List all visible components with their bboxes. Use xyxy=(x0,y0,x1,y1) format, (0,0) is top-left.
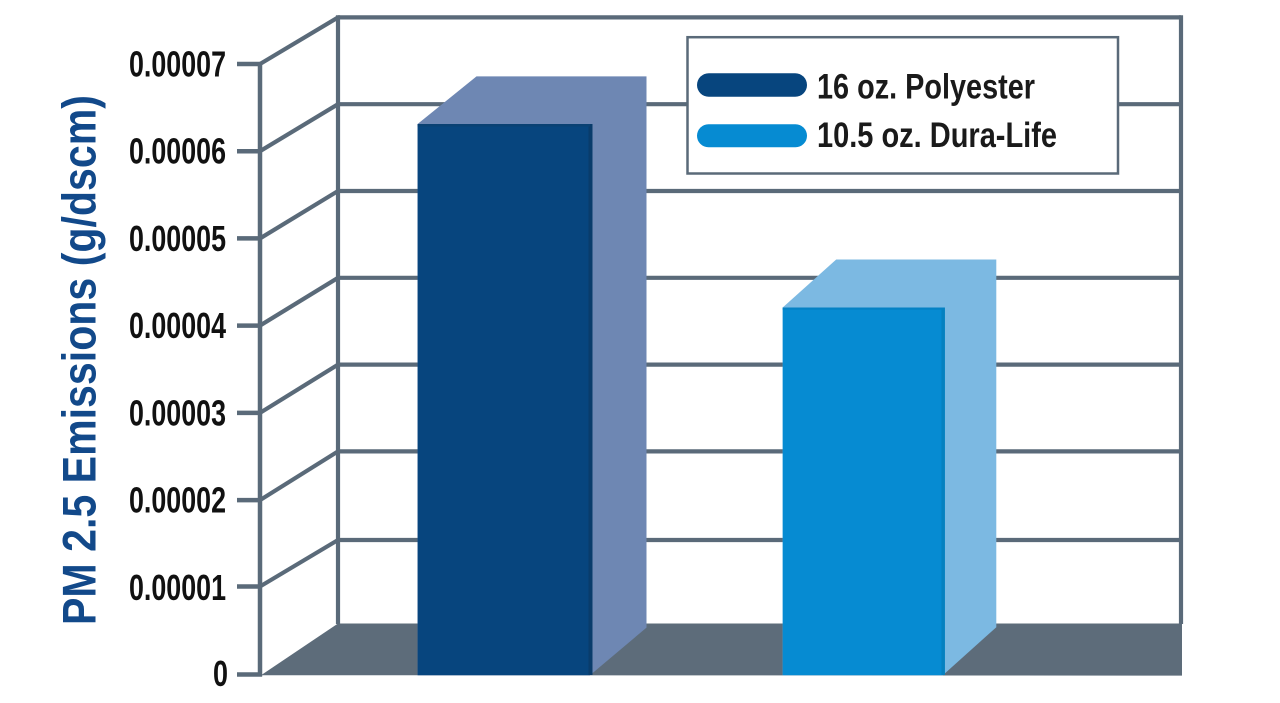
svg-text:0.00007: 0.00007 xyxy=(129,44,226,85)
svg-text:10.5 oz. Dura-Life: 10.5 oz. Dura-Life xyxy=(817,116,1057,155)
svg-text:PM 2.5 Emissions (g/dscm): PM 2.5 Emissions (g/dscm) xyxy=(53,95,106,625)
svg-text:16 oz. Polyester: 16 oz. Polyester xyxy=(817,67,1035,106)
svg-text:0.00004: 0.00004 xyxy=(129,305,226,346)
svg-text:0.00003: 0.00003 xyxy=(129,392,226,433)
svg-text:0.00006: 0.00006 xyxy=(129,131,226,172)
svg-text:0.00005: 0.00005 xyxy=(129,218,226,259)
svg-text:0.00002: 0.00002 xyxy=(129,480,226,521)
svg-text:0: 0 xyxy=(213,653,228,694)
svg-text:0.00001: 0.00001 xyxy=(129,567,226,608)
